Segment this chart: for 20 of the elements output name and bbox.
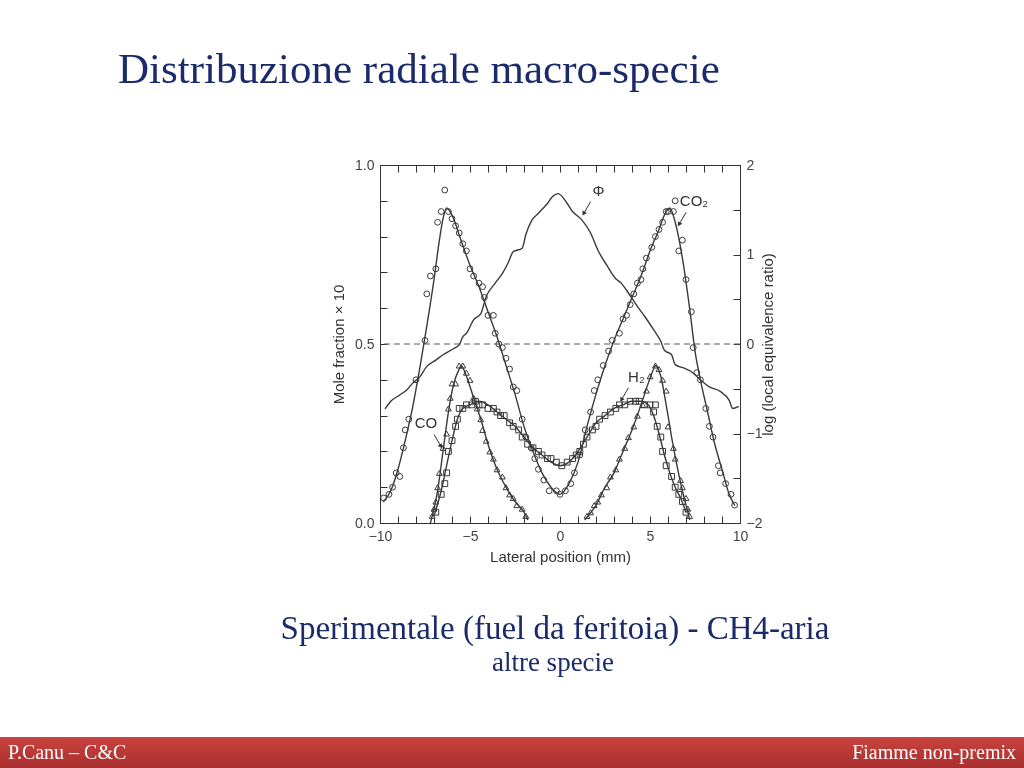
text: Sperimentale (fuel da feritoia) - CH4-aria bbox=[280, 610, 830, 646]
y2-tick-label: 2 bbox=[746, 156, 755, 173]
y2-tick-label: 1 bbox=[746, 246, 755, 262]
x-tick-label: −5 bbox=[462, 527, 479, 544]
annotation: CO₂ bbox=[679, 192, 709, 210]
y-axis-title: Mole fraction × 10 bbox=[330, 284, 348, 405]
text: Fiamme non-premix bbox=[852, 741, 1016, 763]
x-tick-label: 10 bbox=[732, 527, 749, 544]
text: altre specie bbox=[491, 647, 615, 677]
annotation: Φ bbox=[592, 181, 605, 199]
x-tick-label: 5 bbox=[646, 527, 655, 544]
x-tick-label: 0 bbox=[556, 527, 565, 544]
text: P.Canu – C&C bbox=[8, 741, 127, 763]
y2-tick-label: 0 bbox=[746, 335, 755, 352]
chart-title: Distribuzione radiale macro-specie bbox=[118, 45, 720, 92]
x-axis-title: Lateral position (mm) bbox=[490, 547, 631, 565]
annotation: H₂ bbox=[628, 367, 645, 385]
y-tick-label: 0.5 bbox=[355, 335, 375, 352]
y2-tick-label: −2 bbox=[746, 514, 763, 531]
y-tick-label: 1.0 bbox=[355, 156, 375, 173]
